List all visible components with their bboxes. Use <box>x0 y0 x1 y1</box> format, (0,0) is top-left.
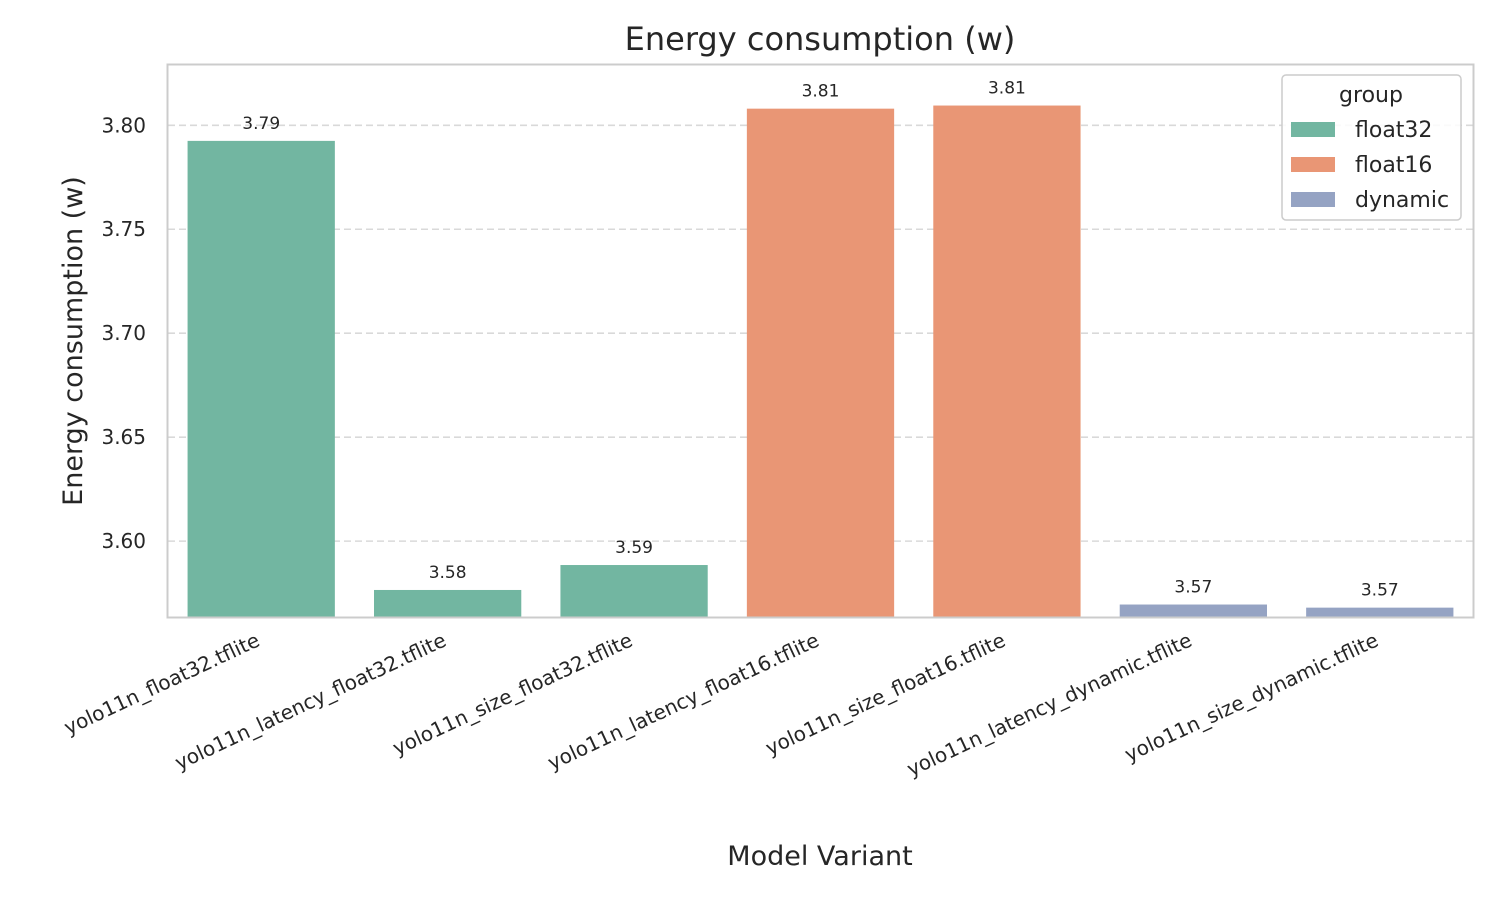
bar-value-label: 3.79 <box>242 114 280 134</box>
bar-value-label: 3.81 <box>802 82 840 102</box>
legend-label: float16 <box>1355 153 1432 178</box>
bar <box>1119 604 1267 617</box>
bar <box>746 108 895 618</box>
bar <box>1306 607 1454 617</box>
x-tick-labels: yolo11n_float32.tfliteyolo11n_latency_fl… <box>60 628 1382 781</box>
legend-swatch <box>1291 192 1335 207</box>
legend-label: float32 <box>1355 118 1432 143</box>
y-tick-label: 3.60 <box>101 529 146 553</box>
bar-value-label: 3.81 <box>988 79 1026 99</box>
bar <box>187 140 335 617</box>
bar-value-label: 3.57 <box>1361 581 1399 601</box>
value-labels-layer: 3.79 3.58 3.59 3.81 3.81 3.57 3.57 <box>242 79 1398 601</box>
bar-value-label: 3.59 <box>615 538 653 558</box>
x-tick-label: yolo11n_latency_dynamic.tflite <box>903 628 1195 781</box>
bar-value-label: 3.57 <box>1174 578 1212 598</box>
legend-box <box>1281 74 1462 221</box>
y-tick-label: 3.75 <box>101 217 146 241</box>
chart-title: Energy consumption (w) <box>625 20 1016 58</box>
legend-swatch <box>1291 157 1335 172</box>
legend-title: group <box>1339 83 1403 108</box>
bar-value-label: 3.58 <box>429 563 467 583</box>
legend-label: dynamic <box>1355 188 1449 213</box>
x-axis-label: Model Variant <box>727 841 912 872</box>
bar <box>933 105 1081 618</box>
bars-layer <box>187 105 1454 618</box>
legend-items: float32 float16 dynamic <box>1291 118 1449 213</box>
y-tick-label: 3.70 <box>101 321 146 345</box>
bar <box>560 565 708 617</box>
plot-frame <box>166 63 1475 619</box>
y-tick-labels: 3.60 3.65 3.70 3.75 3.80 <box>101 113 146 553</box>
legend: group float32 float16 dynamic <box>1281 74 1462 221</box>
x-tick-label: yolo11n_float32.tflite <box>60 628 263 740</box>
y-axis-label: Energy consumption (w) <box>58 176 89 506</box>
legend-swatch <box>1291 122 1335 137</box>
bar <box>374 589 522 617</box>
y-tick-label: 3.80 <box>101 113 146 137</box>
y-tick-label: 3.65 <box>101 425 146 449</box>
